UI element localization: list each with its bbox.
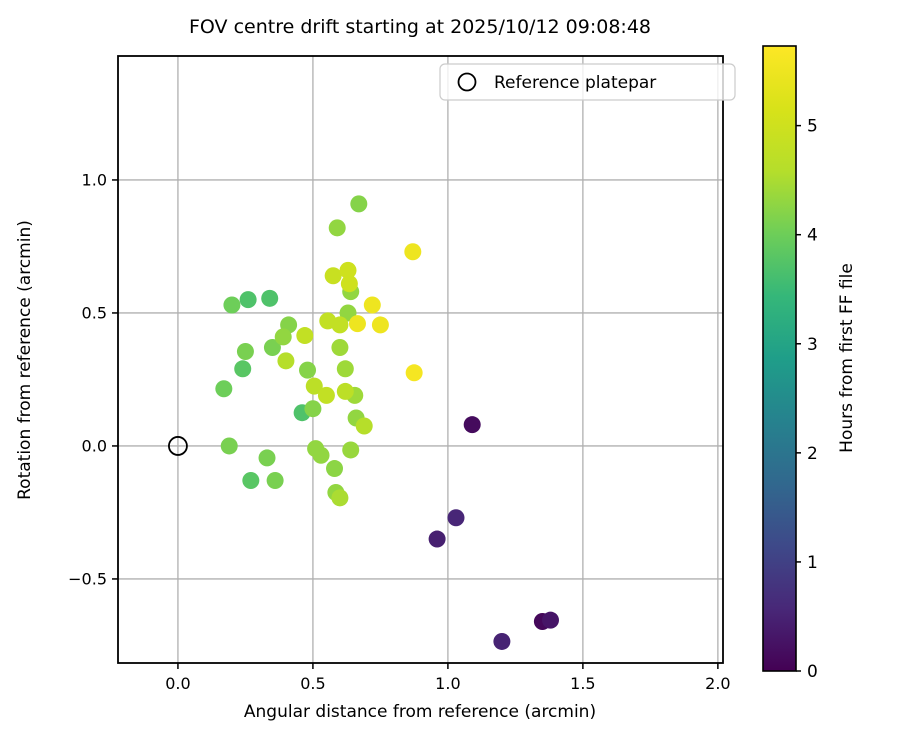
colorbar-gradient bbox=[762, 45, 797, 672]
data-point bbox=[266, 472, 284, 490]
data-point bbox=[220, 437, 238, 455]
data-point bbox=[304, 400, 322, 418]
x-tick-label: 2.0 bbox=[705, 674, 730, 693]
legend-box bbox=[439, 63, 736, 101]
colorbar-tick-label: 3 bbox=[807, 335, 818, 355]
data-point bbox=[305, 377, 323, 395]
colorbar: 0 1 2 3 4 5 Hours from first FF file bbox=[762, 45, 857, 682]
data-point bbox=[239, 291, 257, 309]
data-point bbox=[355, 417, 373, 435]
legend-open-circle-icon bbox=[457, 72, 477, 92]
data-point bbox=[223, 296, 241, 314]
reference-platepar-marker bbox=[168, 436, 188, 456]
colorbar-tick-label: 5 bbox=[807, 117, 818, 137]
data-point bbox=[541, 611, 559, 629]
data-point bbox=[236, 343, 254, 361]
data-point bbox=[331, 316, 349, 334]
chart-title: FOV centre drift starting at 2025/10/12 … bbox=[189, 16, 651, 38]
y-tick-label: 1.0 bbox=[82, 170, 107, 189]
scatter-points bbox=[168, 195, 559, 650]
data-point bbox=[339, 261, 357, 279]
y-tick-label: 0.5 bbox=[82, 303, 107, 322]
data-point bbox=[336, 360, 354, 378]
data-point bbox=[234, 360, 252, 378]
data-point bbox=[404, 243, 422, 261]
colorbar-ticks: 0 1 2 3 4 5 bbox=[796, 117, 818, 682]
colorbar-label: Hours from first FF file bbox=[837, 263, 857, 453]
y-tick-label: −0.5 bbox=[68, 569, 107, 588]
x-tick-label: 0.5 bbox=[300, 674, 325, 693]
data-point bbox=[350, 195, 368, 213]
data-point bbox=[371, 316, 389, 334]
data-point bbox=[405, 364, 423, 382]
data-point bbox=[261, 289, 279, 307]
data-point bbox=[493, 632, 511, 650]
data-point bbox=[326, 460, 344, 478]
axes-spines bbox=[117, 55, 724, 664]
x-axis-ticks: 0.0 0.5 1.0 1.5 2.0 bbox=[165, 663, 731, 693]
data-point bbox=[312, 446, 330, 464]
x-axis-label: Angular distance from reference (arcmin) bbox=[244, 702, 596, 722]
data-point bbox=[428, 530, 446, 548]
data-point bbox=[263, 339, 281, 357]
data-point bbox=[299, 361, 317, 379]
y-tick-label: 0.0 bbox=[82, 436, 107, 455]
x-tick-label: 1.5 bbox=[570, 674, 595, 693]
data-point bbox=[363, 296, 381, 314]
data-point bbox=[463, 416, 481, 434]
legend: Reference platepar bbox=[439, 63, 736, 101]
x-tick-label: 0.0 bbox=[165, 674, 190, 693]
colorbar-tick-label: 0 bbox=[807, 662, 818, 682]
grid bbox=[118, 56, 723, 663]
data-point bbox=[340, 275, 358, 293]
data-point bbox=[242, 472, 260, 490]
colorbar-tick-label: 1 bbox=[807, 553, 818, 573]
data-point bbox=[328, 219, 346, 237]
data-point bbox=[258, 449, 276, 467]
data-point bbox=[317, 386, 335, 404]
data-point bbox=[277, 352, 295, 370]
data-point bbox=[447, 509, 465, 527]
y-axis-label: Rotation from reference (arcmin) bbox=[15, 220, 35, 500]
data-point bbox=[348, 315, 366, 333]
legend-label: Reference platepar bbox=[494, 73, 656, 93]
data-point bbox=[331, 339, 349, 357]
colorbar-tick-label: 4 bbox=[807, 226, 818, 246]
data-point bbox=[342, 441, 360, 459]
data-point bbox=[331, 489, 349, 507]
plot-area bbox=[118, 56, 723, 663]
data-point bbox=[324, 267, 342, 285]
data-point bbox=[336, 382, 354, 400]
y-axis-ticks: 1.0 0.5 0.0 −0.5 bbox=[68, 170, 118, 588]
data-point bbox=[274, 328, 292, 346]
data-point bbox=[215, 380, 233, 398]
data-point bbox=[296, 327, 314, 345]
x-tick-label: 1.0 bbox=[435, 674, 460, 693]
colorbar-tick-label: 2 bbox=[807, 444, 818, 464]
